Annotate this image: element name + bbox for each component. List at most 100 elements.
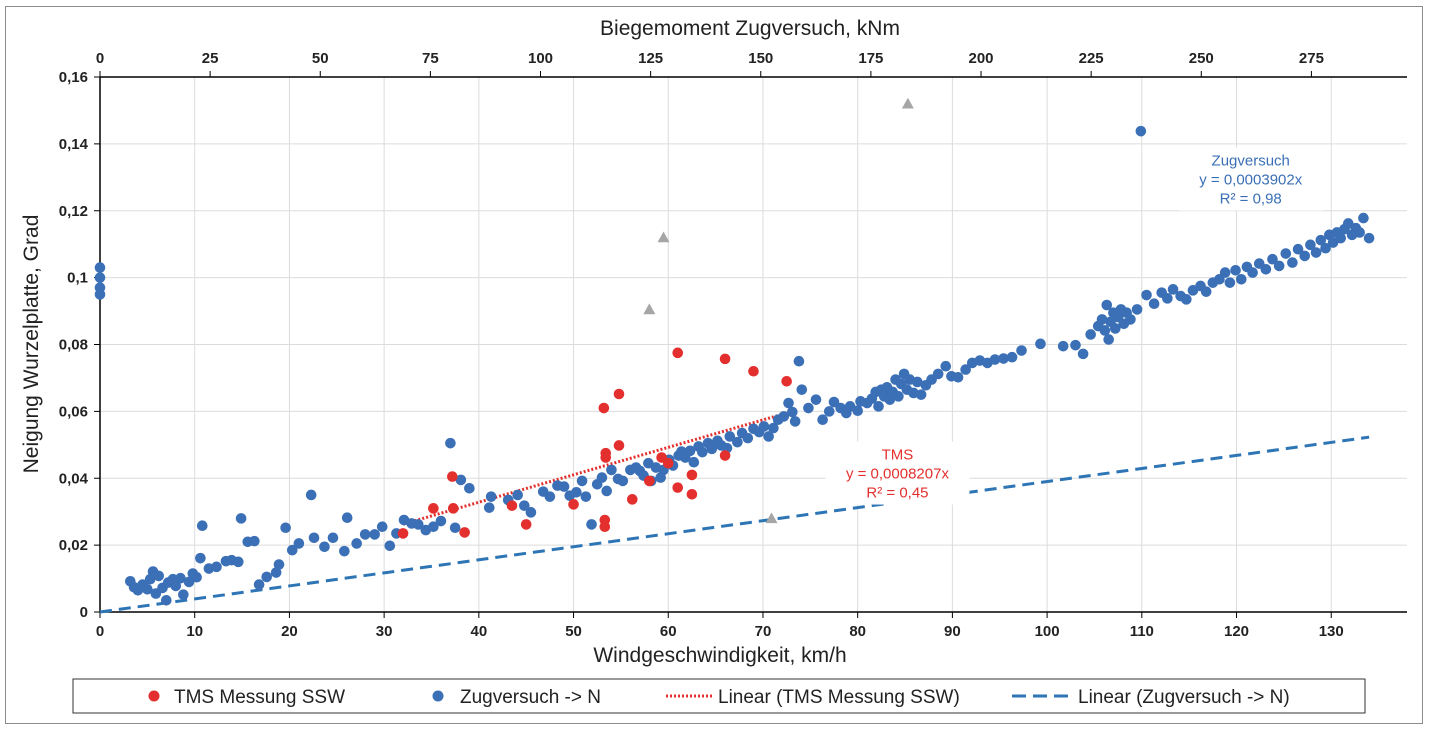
triangle-point (901, 97, 914, 109)
zugversuch-point (1077, 348, 1089, 360)
legend-label: TMS Messung SSW (174, 687, 345, 708)
triangle-point (643, 303, 656, 315)
legend-label: Zugversuch -> N (460, 687, 601, 708)
zugversuch-point (435, 515, 447, 527)
x2-tick-label: 250 (1189, 50, 1214, 67)
zugversuch-point (94, 262, 106, 273)
y-tick-label: 0 (80, 604, 88, 621)
zugversuch-point (178, 589, 189, 600)
y-tick-label: 0,1 (67, 270, 88, 287)
zugversuch-point (1235, 273, 1247, 285)
x-tick-label: 70 (755, 623, 772, 640)
zugversuch-point (327, 532, 339, 544)
zugversuch-point (544, 491, 556, 502)
zugversuch-point (273, 559, 285, 570)
zugversuch-point (1148, 298, 1160, 310)
zugversuch-point (952, 371, 964, 383)
zugversuch-point (724, 431, 736, 442)
zugversuch-point (1299, 250, 1311, 262)
annotation-bg (1178, 147, 1323, 211)
x2-tick-label: 150 (748, 50, 773, 67)
zugversuch-point (1103, 334, 1114, 345)
legend: TMS Messung SSW Zugversuch -> N Linear (TM… (148, 687, 1290, 708)
zugversuch-point (351, 538, 362, 549)
zugversuch-point (1057, 340, 1069, 352)
trendline-tms (402, 411, 788, 526)
zugversuch-point (485, 491, 497, 502)
zugversuch-point (793, 355, 805, 367)
zugversuch-point (196, 520, 208, 532)
zugversuch-point (170, 580, 182, 592)
x-tick-label: 100 (1035, 623, 1060, 640)
tms-point (397, 528, 409, 539)
zugversuch-point (817, 414, 828, 426)
zugversuch-point (286, 544, 298, 556)
zugversuch-point (191, 571, 202, 583)
triangle-point (765, 512, 778, 524)
zugversuch-point (428, 521, 439, 533)
zugversuch-point (998, 353, 1009, 364)
zugversuch-point (803, 402, 814, 414)
zugversuch-point (1162, 293, 1173, 304)
x2-tick-label: 100 (528, 50, 553, 67)
zugversuch-point (1287, 257, 1298, 268)
tms-point (459, 527, 470, 538)
y-tick-label: 0,06 (59, 403, 88, 420)
zugversuch-point (512, 489, 523, 501)
zugversuch-point (1335, 232, 1347, 244)
x-axis-title: Windgeschwindigkeit, km/h (593, 644, 846, 667)
x2-tick-label: 25 (202, 50, 219, 67)
zugversuch-point (195, 552, 206, 564)
legend-marker (148, 690, 160, 702)
zugversuch-point (359, 529, 371, 540)
zugversuch-point (153, 570, 165, 582)
chart-frame (5, 6, 1423, 724)
x2-tick-label: 275 (1299, 50, 1324, 67)
zugversuch-point (160, 594, 172, 606)
zugversuch-point (1096, 314, 1108, 325)
zugversuch-point (787, 406, 798, 418)
zugversuch-point (989, 354, 1001, 365)
data-points (94, 97, 1375, 606)
tms-point (520, 519, 532, 530)
zugversuch-point (175, 572, 186, 584)
x-tick-label: 50 (565, 623, 582, 640)
axes: 0 10 20 30 40 50 60 70 80 90 100 110 120 130 0 25 50 75 10… (59, 50, 1407, 640)
zugversuch-point (384, 540, 396, 552)
x2-tick-label: 0 (96, 50, 104, 67)
tms-point (644, 475, 655, 487)
zugversuch-point (1267, 253, 1278, 265)
x-tick-label: 10 (186, 623, 203, 640)
zugversuch-point (94, 272, 106, 283)
annotation-text: Zugversuch (1212, 153, 1290, 170)
legend-label: Linear (TMS Messung SSW) (718, 687, 960, 708)
zugversuch-point (253, 579, 265, 590)
zugversuch-point (1292, 243, 1304, 255)
tms-point (672, 347, 684, 359)
annotation-bg (825, 441, 970, 505)
zugversuch-point (449, 522, 461, 534)
tms-point (599, 521, 611, 533)
zugversuch-point (915, 389, 927, 400)
x-tick-label: 120 (1224, 623, 1249, 640)
tms-point (686, 469, 698, 481)
zugversuch-point (1320, 242, 1331, 254)
zugversuch-point (1131, 304, 1143, 315)
zugversuch-point (789, 416, 801, 427)
x2-tick-label: 75 (422, 50, 439, 67)
x-tick-label: 0 (96, 623, 104, 640)
y-axis-title: Neigung Wurzelplatte, Grad (20, 215, 43, 474)
zugversuch-point (183, 576, 195, 588)
zugversuch-point (617, 475, 629, 487)
zugversuch-point (1085, 329, 1096, 340)
y-tick-label: 0,16 (59, 69, 88, 86)
tms-point (428, 503, 439, 514)
zugversuch-point (732, 436, 743, 448)
zugversuch-point (1125, 314, 1136, 325)
tms-point (719, 450, 731, 461)
annotation-text: y = 0,0008207x (846, 466, 950, 483)
zugversuch-point (1099, 325, 1111, 336)
zugversuch-point (94, 289, 106, 300)
zugversuch-point (270, 567, 282, 578)
zugversuch-point (763, 431, 774, 442)
